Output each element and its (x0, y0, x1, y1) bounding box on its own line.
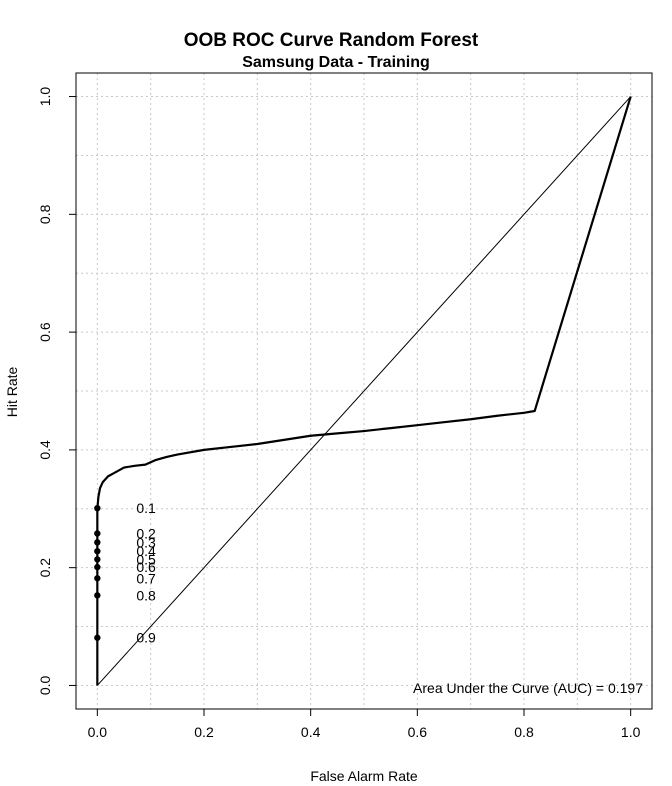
y-axis: 0.0 0.2 0.4 0.6 0.8 1.0 (37, 87, 76, 696)
threshold-point (94, 530, 101, 537)
y-tick-label: 0.6 (37, 322, 53, 342)
threshold-point (94, 539, 101, 546)
threshold-markers: 0.1 0.20.30.40.50.60.70.8 0.9 (94, 500, 156, 646)
y-tick-label: 0.2 (37, 558, 53, 578)
grid (76, 73, 652, 709)
threshold-label: 0.8 (136, 587, 156, 603)
threshold-label: 0.3 (136, 534, 156, 550)
roc-curve (96, 96, 632, 686)
threshold-label: 0.4 (136, 543, 156, 559)
x-tick-label: 1.0 (621, 724, 641, 740)
x-axis: 0.0 0.2 0.4 0.6 0.8 1.0 (88, 709, 641, 740)
threshold-point (94, 634, 101, 641)
x-tick-label: 0.8 (514, 724, 534, 740)
y-tick-label: 1.0 (37, 87, 53, 107)
x-tick-label: 0.6 (408, 724, 428, 740)
plot-frame (75, 72, 653, 710)
y-tick-label: 0.8 (37, 204, 53, 224)
diagonal-reference-line (96, 96, 632, 686)
chart-title: OOB ROC Curve Random Forest (184, 30, 479, 51)
auc-annotation: Area Under the Curve (AUC) = 0.197 (413, 680, 643, 696)
threshold-point (94, 556, 101, 563)
threshold-label: 0.6 (136, 559, 156, 575)
threshold-label: 0.7 (136, 570, 156, 586)
threshold-label: 0.2 (136, 526, 156, 542)
x-tick-label: 0.4 (301, 724, 321, 740)
x-axis-label: False Alarm Rate (310, 768, 418, 784)
threshold-point (94, 563, 101, 571)
threshold-label: 0.9 (136, 630, 156, 646)
threshold-label: 0.5 (136, 551, 156, 567)
y-tick-label: 0.0 (37, 676, 53, 696)
chart-subtitle: Samsung Data - Training (242, 54, 430, 71)
threshold-point (94, 575, 101, 582)
x-tick-label: 0.0 (88, 724, 108, 740)
threshold-label: 0.1 (136, 500, 156, 516)
threshold-point (94, 592, 101, 599)
y-axis-label: Hit Rate (4, 367, 20, 418)
threshold-point (94, 504, 101, 512)
x-tick-label: 0.2 (194, 724, 214, 740)
threshold-point (94, 547, 101, 555)
y-tick-label: 0.4 (37, 440, 53, 460)
